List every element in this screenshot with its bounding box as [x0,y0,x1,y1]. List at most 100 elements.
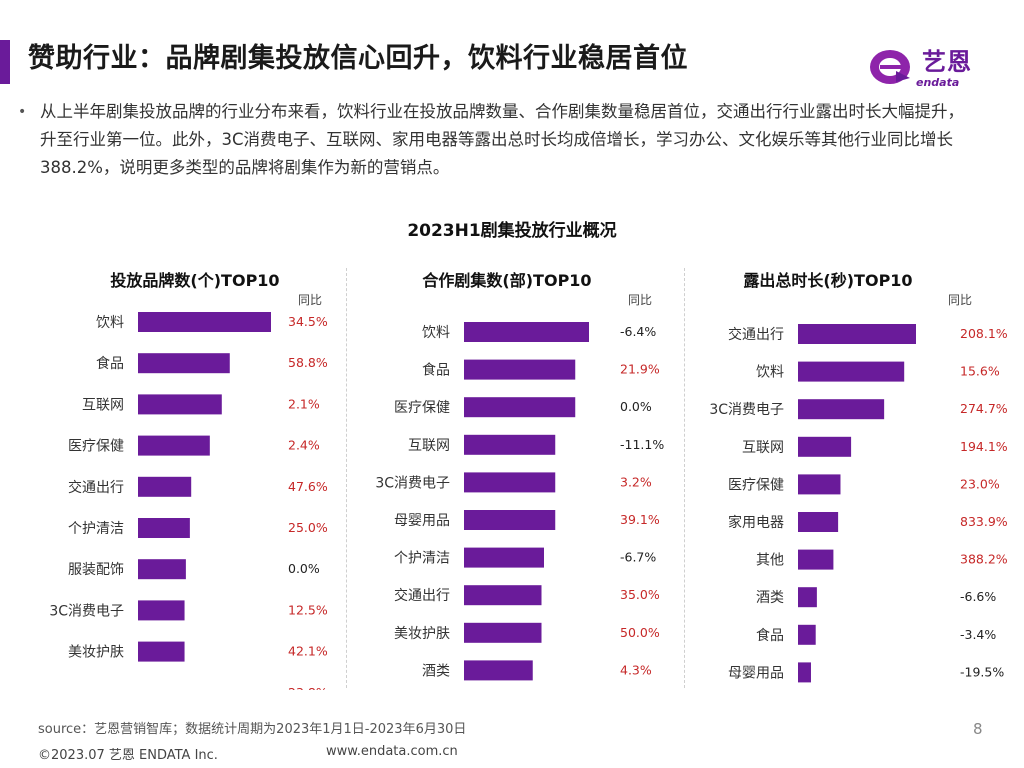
bar [464,397,576,418]
yoy-value: -3.4% [960,627,996,642]
category-label: 酒类 [422,663,450,679]
title-accent-bar [0,40,10,84]
bar [138,435,210,456]
bar [138,641,185,662]
yoy-value: 23.8% [288,685,328,690]
chart-title: 投放品牌数(个)TOP10 [110,271,279,290]
category-label: 家用电器 [728,514,784,531]
yoy-value: 274.7% [960,401,1008,416]
yoy-value: 12.5% [288,602,328,617]
yoy-value: 208.1% [960,326,1008,341]
bar [464,547,544,568]
yoy-value: 2.4% [288,438,320,453]
category-label: 3C消费电子 [49,603,124,619]
chart-title: 露出总时长(秒)TOP10 [743,271,912,290]
yoy-value: 39.1% [620,512,660,527]
category-label: 服装配饰 [68,562,124,578]
yoy-value: 21.9% [620,362,660,377]
bar [798,399,885,420]
bar [464,359,576,380]
yoy-value: 4.3% [620,662,652,677]
bar [138,518,190,538]
bar [138,476,192,497]
category-label: 酒类 [756,590,784,606]
bar [798,587,817,608]
bar [464,622,542,643]
yoy-header: 同比 [628,293,652,307]
bar [464,472,556,493]
yoy-value: 34.5% [288,314,328,329]
category-label: 互联网 [408,438,450,454]
yoy-header: 同比 [948,293,972,307]
bar [138,353,230,374]
bar [798,436,852,457]
bar [798,662,811,683]
endata-logo-icon [870,50,910,84]
logo-text: 艺恩 [922,48,972,76]
yoy-value: -11.1% [620,437,664,452]
bullet-icon: • [18,104,27,120]
yoy-value: 15.6% [960,364,1000,379]
category-label: 其他 [756,553,784,569]
website-link[interactable]: www.endata.com.cn [326,744,458,759]
chart-main-title: 2023H1剧集投放行业概况 [407,221,617,241]
yoy-value: 25.0% [288,520,328,535]
category-label: 互联网 [82,397,124,413]
yoy-value: 47.6% [288,479,328,494]
category-label: 美妆护肤 [68,645,124,661]
category-label: 母婴用品 [394,513,450,529]
category-label: 饮料 [756,365,784,381]
yoy-value: 2.1% [288,396,320,411]
category-label: 美妆护肤 [394,626,450,642]
category-label: 交通出行 [728,326,784,343]
category-label: 食品 [422,362,450,379]
yoy-value: -6.4% [620,324,656,339]
bar [798,624,816,645]
category-label: 互联网 [742,440,784,456]
yoy-value: -6.7% [620,550,656,565]
bar [138,312,271,332]
bar [464,322,589,342]
column-divider [684,268,685,688]
category-label: 个护清洁 [394,551,450,567]
bar [138,600,185,621]
category-label: 医疗保健 [728,477,784,493]
page-title: 赞助行业：品牌剧集投放信心回升，饮料行业稳居首位 [28,43,688,74]
yoy-value: 58.8% [288,355,328,370]
bar [138,394,222,415]
category-label: 医疗保健 [68,439,124,455]
logo-subtext: endata [916,76,960,89]
yoy-header: 同比 [298,293,322,307]
bar [138,559,186,580]
bar [464,434,556,455]
yoy-value: 0.0% [288,561,320,576]
bar [464,510,556,530]
yoy-value: 0.0% [620,399,652,414]
bar [798,474,841,495]
category-label: 3C消费电子 [375,475,450,491]
yoy-value: 50.0% [620,625,660,640]
yoy-value: -19.5% [960,664,1004,679]
bar [798,324,916,344]
category-label: 食品 [756,627,784,644]
bar [798,512,839,532]
category-label: 交通出行 [68,479,124,496]
yoy-value: 35.0% [620,587,660,602]
chart-title: 合作剧集数(部)TOP10 [422,271,591,290]
copyright: ©2023.07 艺恩 ENDATA Inc. [38,748,218,763]
bar [464,660,533,681]
category-label: 饮料 [422,325,450,341]
intro-paragraph: 从上半年剧集投放品牌的行业分布来看，饮料行业在投放品牌数量、合作剧集数量稳居首位… [40,102,964,177]
category-label: 食品 [96,355,124,372]
yoy-value: 833.9% [960,514,1008,529]
yoy-value: 23.0% [960,476,1000,491]
category-label: 个护清洁 [68,521,124,537]
category-label: 交通出行 [394,587,450,604]
bar [798,361,905,382]
yoy-value: 194.1% [960,439,1008,454]
category-label: 饮料 [96,315,124,331]
category-label: 3C消费电子 [709,402,784,418]
